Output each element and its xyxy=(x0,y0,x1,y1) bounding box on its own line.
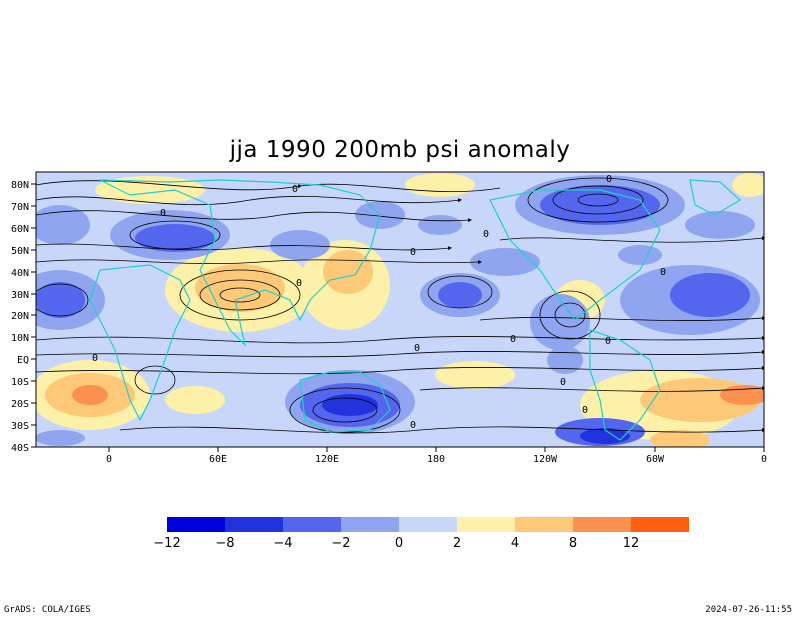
colorbar-swatch xyxy=(573,517,631,532)
colorbar-label: 0 xyxy=(395,536,403,551)
contour-zero-label: 0 xyxy=(410,420,416,431)
lat-label: 30S xyxy=(11,421,29,432)
colorbar-label: −12 xyxy=(153,536,180,551)
colorbar-swatch xyxy=(399,517,457,532)
contour-zero-label: 0 xyxy=(660,267,666,278)
colorbar-swatch xyxy=(225,517,283,532)
colorbar-label: 12 xyxy=(623,536,640,551)
colorbar-labels: −12 −8 −4 −2 0 2 4 8 12 xyxy=(153,536,639,551)
lon-label: 180 xyxy=(427,454,445,465)
eurasia-outline xyxy=(99,179,381,347)
footer-timestamp: 2024-07-26-11:55 xyxy=(705,605,792,615)
lon-labels: 0 60E 120E 180 120W 60W 0 xyxy=(106,454,767,465)
colorbar-swatch xyxy=(283,517,341,532)
lon-label: 120E xyxy=(315,454,339,465)
lat-label: 30N xyxy=(11,290,29,301)
lat-label: 40S xyxy=(11,443,29,454)
colorbar-label: 8 xyxy=(569,536,577,551)
contour-zero-label: 0 xyxy=(510,334,516,345)
colorbar-swatch xyxy=(341,517,399,532)
map-frame xyxy=(35,171,765,448)
lat-label: 70N xyxy=(11,202,29,213)
coastlines xyxy=(89,179,742,441)
colorbar-label: 4 xyxy=(511,536,519,551)
lat-labels: 80N 70N 60N 50N 40N 30N 20N 10N EQ 10S 2… xyxy=(11,180,29,454)
contour-zero-label: 0 xyxy=(606,174,612,185)
lon-label: 0 xyxy=(761,454,767,465)
lat-label: 40N xyxy=(11,268,29,279)
colorbar-label: −2 xyxy=(331,536,350,551)
colorbar xyxy=(167,517,689,532)
greenland-outline xyxy=(689,179,742,216)
colorbar-swatch xyxy=(631,517,689,532)
contour-zero-label: 0 xyxy=(410,247,416,258)
lon-label: 60W xyxy=(646,454,665,465)
colorbar-label: −8 xyxy=(215,536,234,551)
africa-outline xyxy=(89,264,191,422)
contour-zero-label: 0 xyxy=(296,278,302,289)
contour-zero-label: 0 xyxy=(92,353,98,364)
lat-label: 10N xyxy=(11,333,29,344)
contour-zero-label: 0 xyxy=(582,405,588,416)
lon-ticks xyxy=(108,447,765,452)
anomaly-shading xyxy=(36,173,764,447)
contour-zero-label: 0 xyxy=(483,229,489,240)
colorbar-swatch xyxy=(167,517,225,532)
lon-label: 0 xyxy=(106,454,112,465)
lat-label: 10S xyxy=(11,377,29,388)
map-title: jja 1990 200mb psi anomaly xyxy=(229,137,571,163)
lat-label: 20N xyxy=(11,311,29,322)
map-panel: 0 0 0 0 0 0 0 0 0 0 0 0 0 0 xyxy=(36,172,764,447)
streamlines xyxy=(36,177,764,434)
contour-zero-label: 0 xyxy=(414,343,420,354)
colorbar-label: −4 xyxy=(273,536,292,551)
contour-zero-label: 0 xyxy=(292,184,298,195)
colorbar-label: 2 xyxy=(453,536,461,551)
footer-credit: GrADS: COLA/IGES xyxy=(4,605,91,615)
south-america-outline xyxy=(589,329,661,441)
australia-outline xyxy=(299,371,391,433)
lat-ticks xyxy=(31,183,36,448)
contour-zero-label: 0 xyxy=(605,336,611,347)
lon-label: 120W xyxy=(533,454,558,465)
lon-label: 60E xyxy=(209,454,227,465)
lat-label: 50N xyxy=(11,246,29,257)
lat-label: 80N xyxy=(11,180,29,191)
lat-label: 20S xyxy=(11,399,29,410)
colorbar-swatch xyxy=(515,517,573,532)
contour-zero-label: 0 xyxy=(160,208,166,219)
contour-labels: 0 0 0 0 0 0 0 0 0 0 0 0 0 0 xyxy=(92,174,666,431)
contour-zero-label: 0 xyxy=(560,377,566,388)
colorbar-swatch xyxy=(457,517,515,532)
north-america-outline xyxy=(489,189,661,321)
lat-label: 60N xyxy=(11,224,29,235)
lat-label: EQ xyxy=(17,355,29,366)
